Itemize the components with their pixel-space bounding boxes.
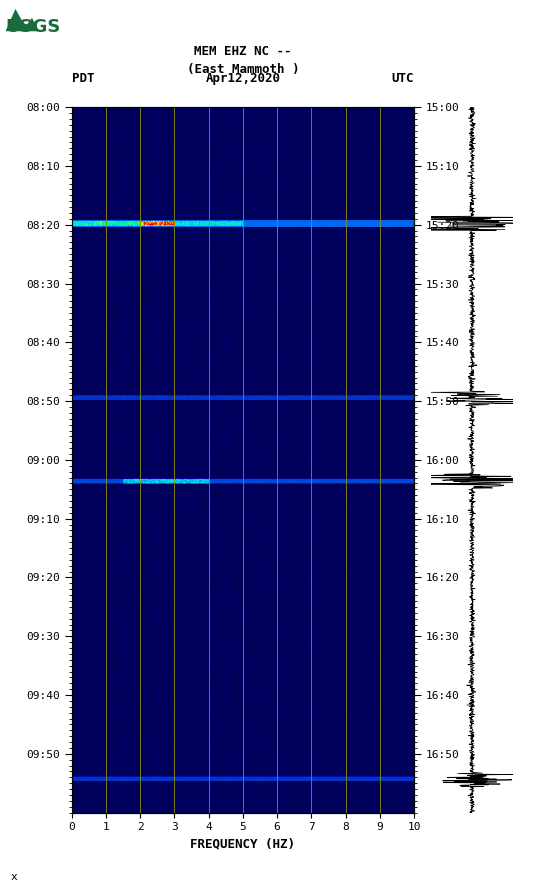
Text: USGS: USGS (6, 18, 61, 36)
Text: Apr12,2020: Apr12,2020 (205, 71, 280, 85)
Polygon shape (6, 9, 39, 31)
Text: UTC: UTC (391, 71, 414, 85)
Text: (East Mammoth ): (East Mammoth ) (187, 63, 299, 76)
Text: x: x (11, 872, 18, 881)
Text: MEM EHZ NC --: MEM EHZ NC -- (194, 45, 291, 58)
X-axis label: FREQUENCY (HZ): FREQUENCY (HZ) (190, 838, 295, 851)
Text: PDT: PDT (72, 71, 94, 85)
